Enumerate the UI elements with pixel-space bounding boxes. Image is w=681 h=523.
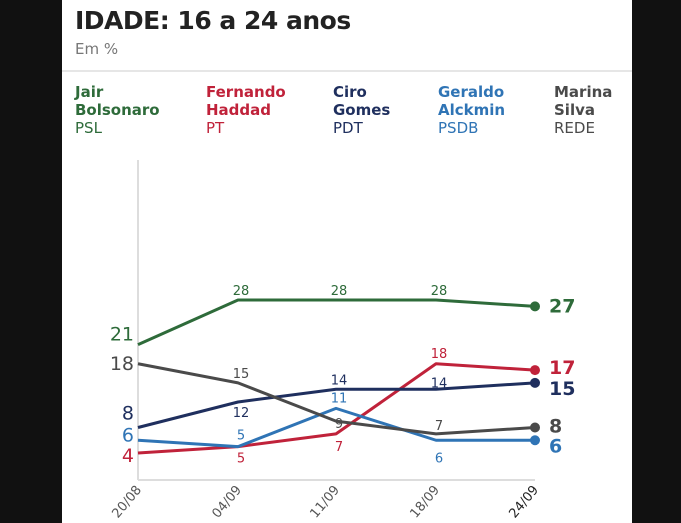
data-label: 6	[122, 424, 134, 446]
data-label: 7	[435, 419, 443, 434]
data-label: 17	[549, 357, 575, 379]
data-label: 8	[122, 403, 134, 425]
x-tick-label: 04/09	[209, 483, 245, 521]
legend-party: PSDB	[438, 119, 479, 137]
legend-item-haddad: Fernando Haddad PT	[206, 83, 286, 137]
legend-last: Alckmin	[438, 101, 506, 119]
series-end-point	[530, 377, 540, 388]
data-label: 5	[237, 429, 245, 444]
data-label: 14	[431, 376, 448, 391]
data-label: 27	[549, 295, 575, 317]
data-label: 11	[331, 391, 348, 406]
legend-party: REDE	[554, 119, 595, 137]
legend-item-alckmin: Geraldo Alckmin PSDB	[438, 83, 505, 137]
legend-first: Jair	[75, 83, 104, 101]
series-end-point	[530, 435, 540, 446]
data-label: 7	[335, 440, 343, 455]
legend-item-ciro: Ciro Gomes PDT	[333, 83, 390, 137]
x-tick-label: 11/09	[307, 483, 343, 521]
data-label: 5	[237, 452, 245, 467]
legend-first: Marina	[554, 83, 613, 101]
data-label: 15	[549, 378, 575, 400]
legend-first: Ciro	[333, 83, 367, 101]
x-tick-label: 18/09	[407, 483, 443, 521]
series-line	[137, 362, 536, 455]
data-label: 12	[233, 406, 250, 421]
series-end-point	[530, 365, 540, 376]
data-label: 15	[233, 367, 250, 382]
legend-party: PSL	[75, 119, 102, 137]
x-tick-label: 20/08	[109, 483, 145, 521]
data-label: 18	[431, 347, 448, 362]
legend-last: Bolsonaro	[75, 101, 160, 119]
data-label: 21	[110, 324, 134, 346]
legend-item-marina: Marina Silva REDE	[554, 83, 612, 137]
legend-last: Haddad	[206, 101, 272, 119]
legend-last: Gomes	[333, 101, 391, 119]
legend-party: PT	[206, 119, 225, 137]
chart-title: IDADE: 16 a 24 anos	[75, 6, 351, 35]
chart-subtitle: Em %	[75, 40, 119, 58]
data-label: 28	[431, 284, 448, 299]
series-line	[137, 406, 535, 449]
chart-card: IDADE: 16 a 24 anos Em % Jair Bolsonaro …	[62, 0, 632, 523]
legend-first: Fernando	[206, 83, 286, 101]
data-label: 6	[435, 451, 443, 466]
divider	[62, 70, 632, 72]
series-line	[137, 298, 536, 346]
data-label: 14	[331, 373, 348, 388]
series-line	[137, 381, 536, 429]
data-label: 4	[122, 445, 134, 467]
series-end-point	[530, 301, 540, 312]
series-line	[137, 362, 536, 436]
legend-last: Silva	[554, 101, 595, 119]
series-end-point	[530, 422, 540, 433]
data-label: 8	[549, 416, 562, 438]
data-label: 28	[233, 284, 250, 299]
legend-party: PDT	[333, 119, 363, 137]
data-label: 18	[110, 353, 134, 375]
data-label: 28	[331, 284, 348, 299]
legend-item-bolsonaro: Jair Bolsonaro PSL	[75, 83, 160, 137]
data-label: 6	[549, 435, 562, 457]
data-label: 9	[335, 417, 343, 432]
legend-first: Geraldo	[438, 83, 505, 101]
x-tick-label: 24/09	[506, 483, 542, 521]
